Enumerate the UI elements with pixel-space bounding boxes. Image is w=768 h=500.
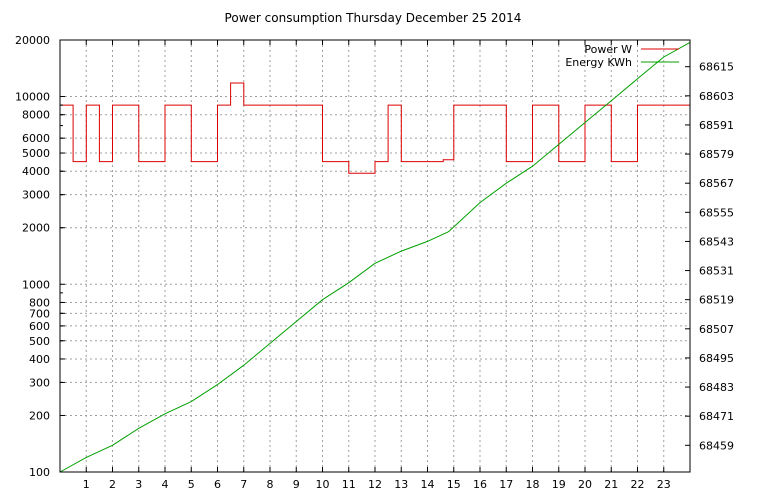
x-tick-label: 7 xyxy=(240,478,247,491)
y-tick-label: 5000 xyxy=(22,147,50,160)
y-tick-label: 8000 xyxy=(22,109,50,122)
x-tick-label: 17 xyxy=(499,478,513,491)
y-tick-label: 600 xyxy=(29,320,50,333)
y2-tick-label: 68567 xyxy=(699,177,734,190)
x-tick-label: 2 xyxy=(109,478,116,491)
y-tick-label: 6000 xyxy=(22,132,50,145)
x-tick-label: 14 xyxy=(421,478,435,491)
y2-tick-label: 68507 xyxy=(699,323,734,336)
y-tick-label: 1000 xyxy=(22,278,50,291)
energy-series-line xyxy=(59,41,691,473)
legend-label-power: Power W xyxy=(584,43,632,56)
x-tick-label: 10 xyxy=(316,478,330,491)
x-tick-label: 23 xyxy=(657,478,671,491)
series-lines xyxy=(59,41,691,473)
x-tick-label: 18 xyxy=(526,478,540,491)
x-tick-label: 12 xyxy=(368,478,382,491)
x-tick-label: 9 xyxy=(293,478,300,491)
x-tick-label: 19 xyxy=(552,478,566,491)
x-tick-label: 11 xyxy=(342,478,356,491)
y-tick-label: 800 xyxy=(29,296,50,309)
y-tick-label: 700 xyxy=(29,307,50,320)
x-tick-label: 6 xyxy=(214,478,221,491)
y-tick-label: 4000 xyxy=(22,165,50,178)
y2-tick-label: 68495 xyxy=(699,352,734,365)
x-tick-label: 20 xyxy=(578,478,592,491)
y2-tick-label: 68459 xyxy=(699,439,734,452)
axes: 1 2 3 4 5 6 7 8 9 10 11 12 13 14 15 16 17 18 19 20 21 22 23100… xyxy=(15,34,734,491)
y2-tick-label: 68519 xyxy=(699,294,734,307)
y-tick-label: 500 xyxy=(29,335,50,348)
legend: Power W Energy KWh xyxy=(565,43,679,69)
y-tick-label: 20000 xyxy=(15,34,50,47)
y-tick-label: 3000 xyxy=(22,189,50,202)
y-tick-label: 2000 xyxy=(22,222,50,235)
y-tick-label: 200 xyxy=(29,409,50,422)
y-tick-label: 300 xyxy=(29,376,50,389)
y2-tick-label: 68615 xyxy=(699,61,734,74)
x-tick-label: 16 xyxy=(473,478,487,491)
x-tick-label: 13 xyxy=(394,478,408,491)
y2-tick-label: 68591 xyxy=(699,119,734,132)
y2-tick-label: 68603 xyxy=(699,90,734,103)
y2-tick-label: 68471 xyxy=(699,410,734,423)
power-series-line xyxy=(60,82,690,174)
y2-tick-label: 68579 xyxy=(699,148,734,161)
chart-title: Power consumption Thursday December 25 2… xyxy=(225,11,522,25)
y2-tick-label: 68543 xyxy=(699,235,734,248)
x-tick-label: 3 xyxy=(135,478,142,491)
y2-tick-label: 68555 xyxy=(699,206,734,219)
y2-tick-label: 68483 xyxy=(699,381,734,394)
x-tick-label: 15 xyxy=(447,478,461,491)
y-tick-label: 400 xyxy=(29,353,50,366)
y2-tick-label: 68531 xyxy=(699,265,734,278)
x-tick-label: 5 xyxy=(188,478,195,491)
x-tick-label: 8 xyxy=(267,478,274,491)
y-tick-label: 10000 xyxy=(15,91,50,104)
x-tick-label: 1 xyxy=(83,478,90,491)
y-tick-label: 100 xyxy=(29,466,50,479)
x-tick-label: 22 xyxy=(631,478,645,491)
legend-label-energy: Energy KWh xyxy=(565,56,632,69)
x-tick-label: 4 xyxy=(162,478,169,491)
x-tick-label: 21 xyxy=(604,478,618,491)
